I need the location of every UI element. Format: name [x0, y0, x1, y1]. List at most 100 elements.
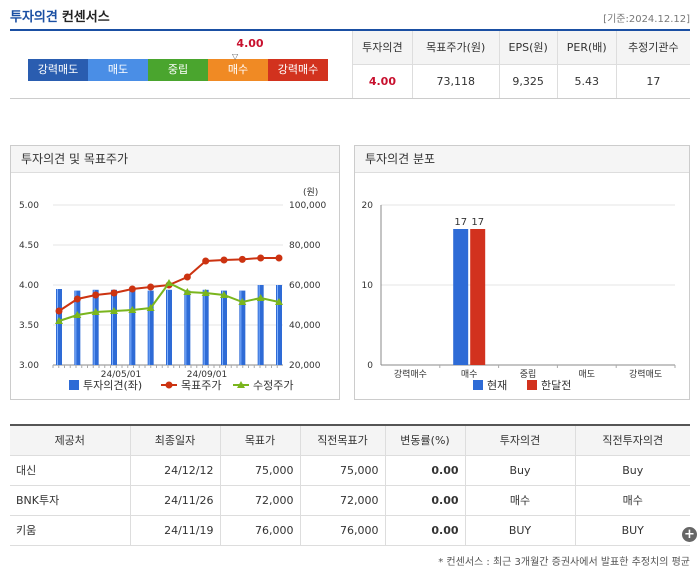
x-tick-label: 24/09/01: [187, 370, 227, 380]
left-tick-label: 3.50: [19, 321, 39, 331]
opinion-bar-highlight: [167, 289, 168, 365]
opinion-distribution-panel: 투자의견 분포 20 10 0 강력매수 매수 17 17 중립 매도 강력매도 현재 한달전: [354, 145, 690, 400]
target-price-point: [110, 289, 118, 297]
opinion-bar: [184, 290, 191, 365]
y-tick-label: 10: [362, 281, 374, 291]
section-title: 투자의견 컨센서스: [10, 10, 110, 25]
legend-swatch-opinion: [69, 380, 79, 390]
left-tick-label: 4.00: [19, 281, 39, 291]
target-price-point: [220, 256, 228, 264]
broker-target: 72,000: [220, 485, 301, 516]
legend-swatch-adjusted-tri: [237, 381, 245, 388]
broker-prev-opinion: BUY: [575, 515, 690, 546]
y-tick-label: 20: [362, 201, 374, 211]
meter-strong-buy: 강력매수: [268, 59, 328, 81]
legend-label: 투자의견(좌): [83, 379, 142, 392]
opinion-bar-highlight: [75, 290, 77, 365]
opinion-meter: 강력매도 매도 중립 매수 강력매수: [28, 59, 328, 81]
summary-header: 추정기관수: [615, 31, 690, 65]
meter-sell: 매도: [88, 59, 148, 81]
meter-pointer-icon: ▽: [232, 52, 239, 61]
broker-opinion: 매수: [465, 485, 576, 516]
opinion-bar: [257, 285, 264, 365]
adjusted-price-point: [146, 304, 155, 311]
legend-swatch-target-dot: [165, 381, 173, 389]
legend-label: 목표주가: [181, 379, 221, 392]
broker-prev-opinion: 매수: [575, 485, 690, 516]
target-price-point: [183, 273, 191, 281]
adjusted-price-point: [238, 298, 247, 305]
adjusted-price-point: [91, 308, 100, 315]
category-label: 매수: [461, 369, 478, 380]
opinion-bar: [202, 289, 209, 365]
broker-prev-opinion: Buy: [575, 455, 690, 486]
broker-change: 0.00: [385, 455, 466, 486]
broker-date: 24/12/12: [130, 455, 221, 486]
legend-label: 수정주가: [253, 379, 293, 392]
month-ago-bar: [470, 229, 486, 365]
target-price-point: [257, 254, 265, 262]
opinion-target-chart-panel: 투자의견 및 목표주가 (원) 5.00 4.50 4.00 3.50 3.00 100,0…: [10, 145, 340, 400]
right-axis-unit: (원): [303, 187, 318, 198]
opinion-bar: [166, 289, 172, 365]
expand-plus-icon[interactable]: +: [682, 527, 697, 542]
adjusted-price-point: [201, 289, 210, 296]
summary-target-price: 73,118: [411, 64, 500, 98]
broker-target: 76,000: [220, 515, 301, 546]
target-price-point: [55, 307, 63, 315]
opinion-bar-highlight: [203, 289, 205, 365]
opinion-bar-highlight: [93, 289, 95, 365]
opinion-bar-highlight: [240, 290, 242, 365]
broker-header: 최종일자: [130, 424, 221, 456]
y-tick-label: 0: [367, 361, 373, 371]
opinion-bar-highlight: [57, 289, 58, 365]
category-label: 강력매도: [629, 368, 662, 380]
opinion-bar-highlight: [185, 290, 187, 365]
current-bar: [453, 229, 469, 365]
bar-value-label: 17: [454, 217, 467, 228]
opinion-bar-highlight: [112, 289, 113, 365]
broker-header: 투자의견: [465, 424, 576, 456]
base-date: [기준:2024.12.12]: [603, 14, 690, 25]
opinion-bar: [56, 289, 62, 365]
opinion-bar: [147, 290, 154, 365]
summary-header: PER(배): [556, 31, 617, 65]
meter-buy: 매수: [208, 59, 268, 81]
summary-analyst-count: 17: [615, 64, 690, 98]
adjusted-price-point: [275, 298, 283, 305]
target-price-point: [128, 285, 136, 293]
broker-name[interactable]: 키움: [10, 515, 131, 546]
summary-opinion-value: 4.00: [352, 64, 413, 98]
opinion-bar: [239, 290, 246, 365]
broker-name[interactable]: BNK투자: [10, 485, 131, 516]
left-tick-label: 3.00: [19, 361, 39, 371]
opinion-bar: [276, 285, 282, 365]
table-row: 대신 24/12/12 75,000 75,000 0.00 Buy Buy: [10, 455, 690, 486]
summary-table: 투자의견 목표주가(원) EPS(원) PER(배) 추정기관수 4.00 73…: [352, 31, 690, 98]
broker-prev-target: 76,000: [300, 515, 386, 546]
right-tick-label: 40,000: [289, 321, 321, 331]
consensus-summary-box: 강력매도 매도 중립 매수 강력매수: [10, 31, 690, 99]
target-price-point: [92, 291, 100, 299]
broker-opinion: BUY: [465, 515, 576, 546]
summary-per: 5.43: [556, 64, 617, 98]
opinion-bar: [129, 289, 136, 365]
opinion-bar-highlight: [277, 285, 278, 365]
opinion-bar: [221, 290, 227, 365]
legend-swatch-month-ago: [527, 380, 537, 390]
category-label: 매도: [579, 369, 596, 380]
table-row: BNK투자 24/11/26 72,000 72,000 0.00 매수 매수: [10, 485, 690, 516]
broker-header: 직전목표가: [300, 424, 386, 456]
bar-value-label: 17: [471, 217, 484, 228]
broker-prev-target: 72,000: [300, 485, 386, 516]
x-tick-label: 24/05/01: [101, 370, 141, 380]
meter-strong-sell: 강력매도: [28, 59, 88, 81]
header-divider: [10, 29, 690, 31]
opinion-bar-highlight: [222, 290, 223, 365]
adjusted-price-point: [165, 279, 173, 286]
broker-name[interactable]: 대신: [10, 455, 131, 486]
opinion-bar-highlight: [148, 290, 150, 365]
right-tick-label: 80,000: [289, 241, 321, 251]
adjusted-price-point: [73, 311, 82, 318]
